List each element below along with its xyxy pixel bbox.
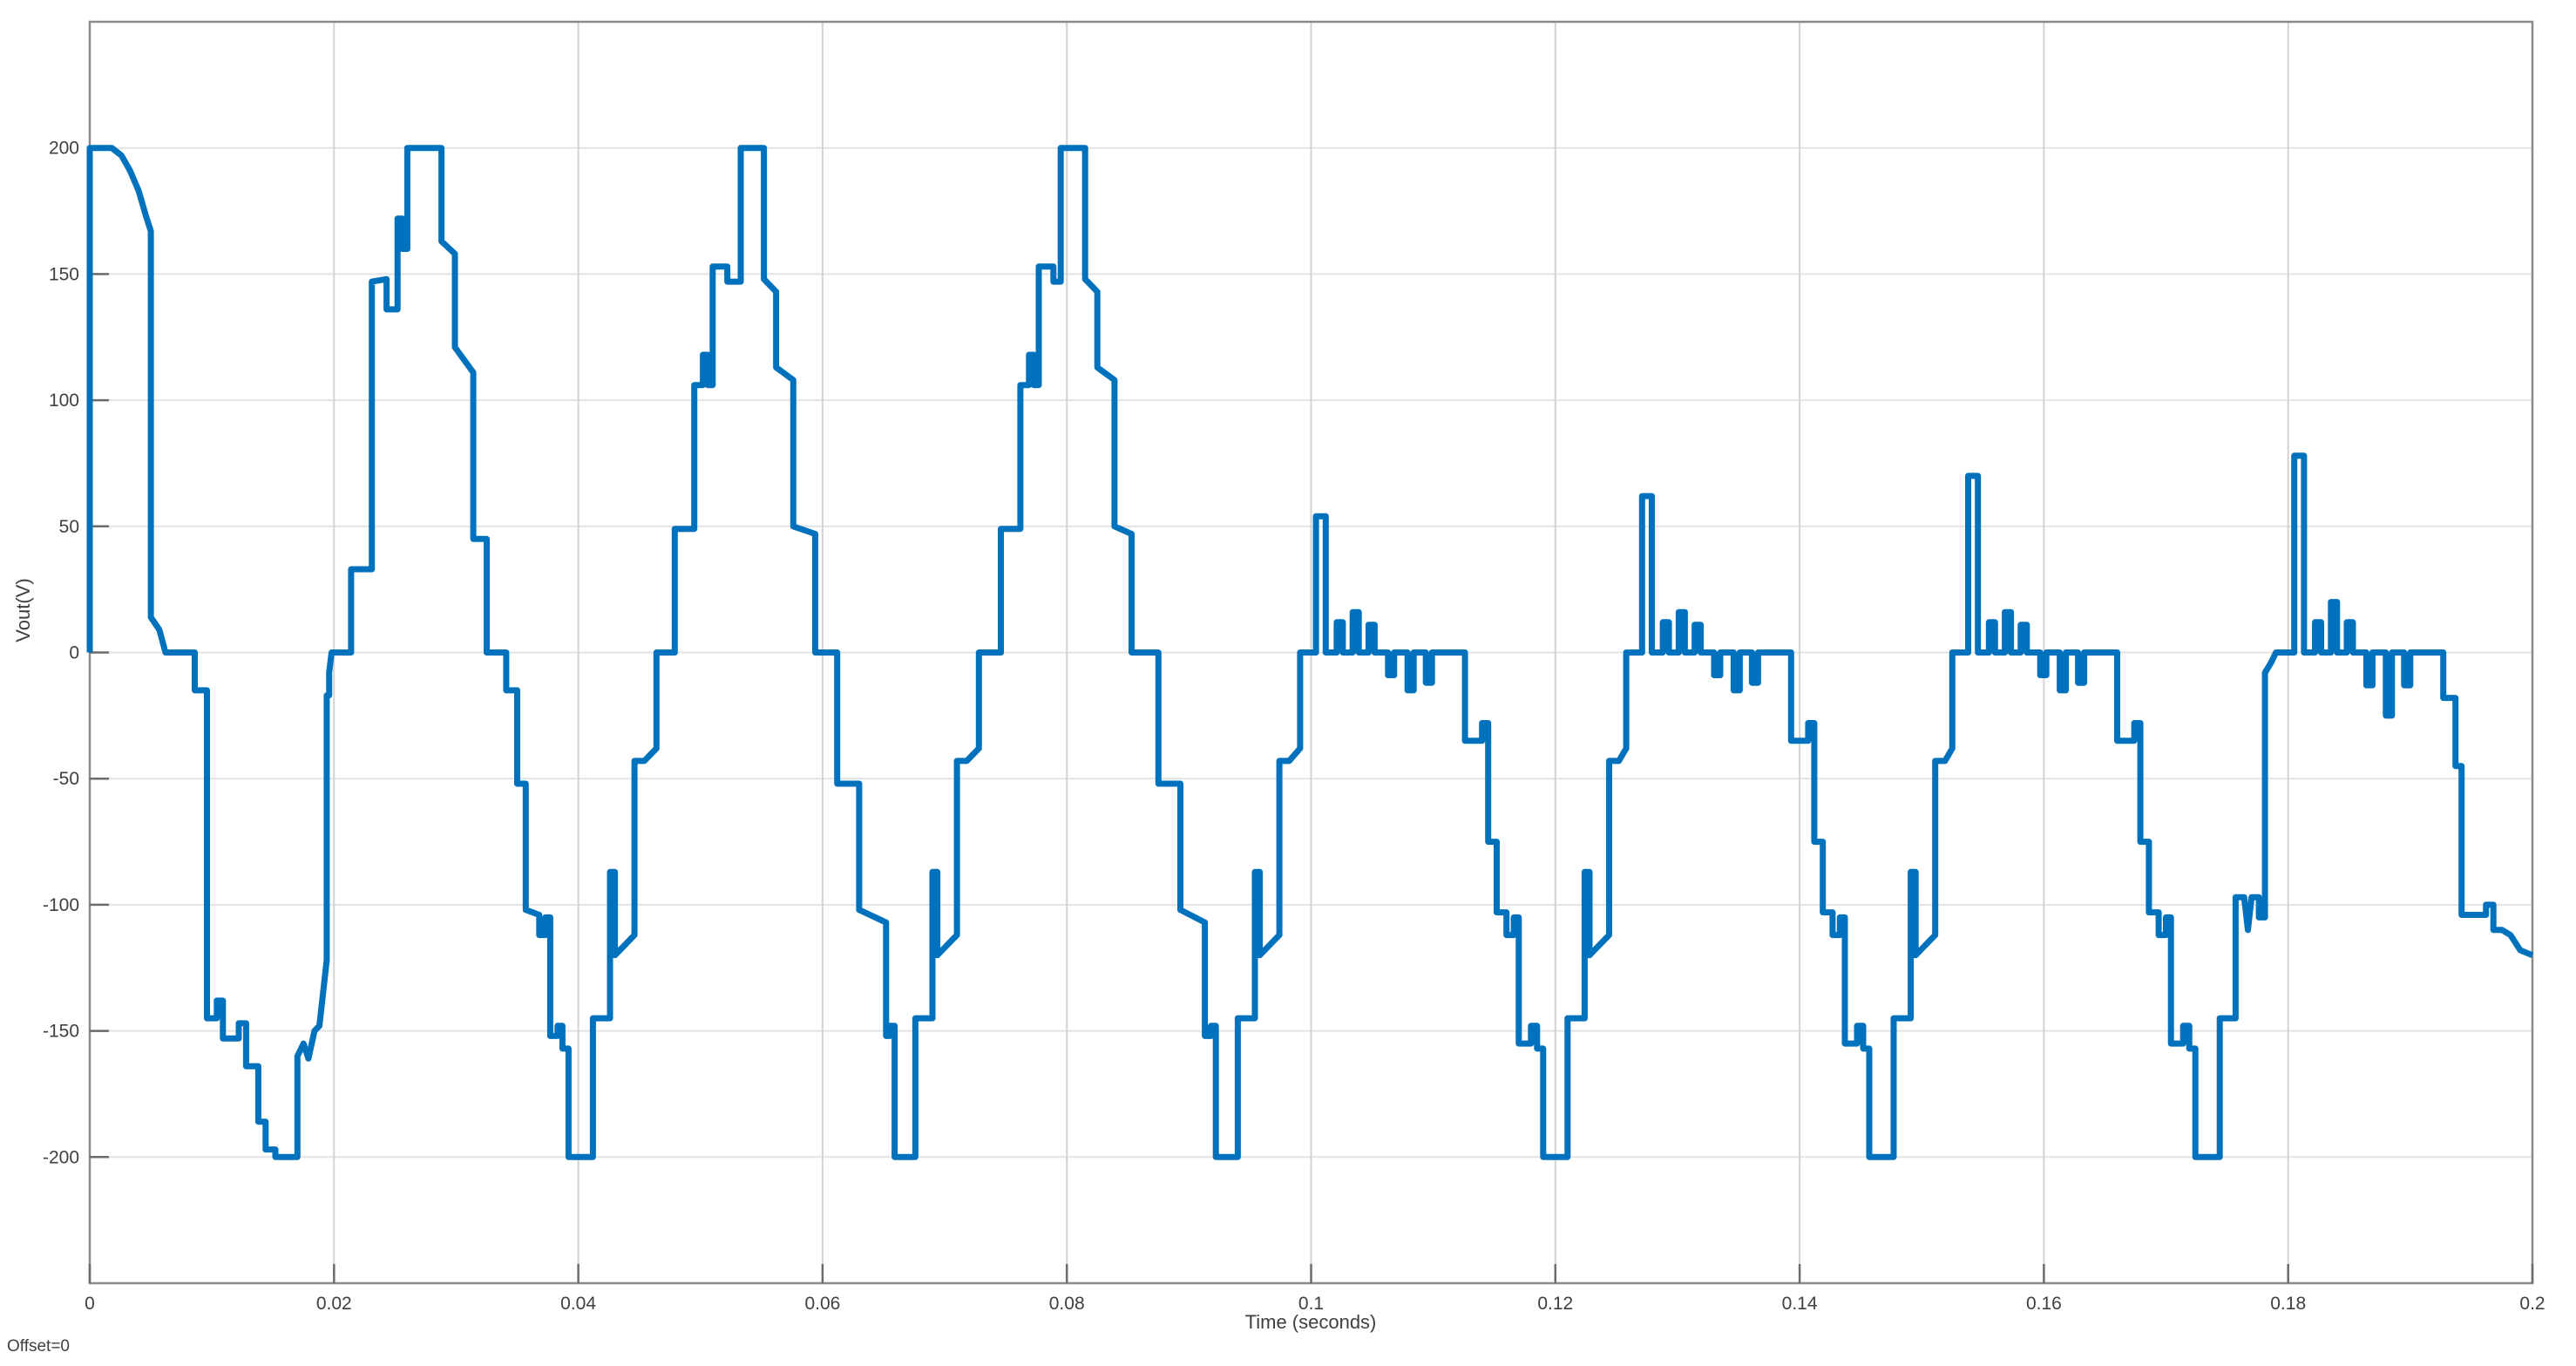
x-tick-label: 0.14 [1782, 1294, 1818, 1314]
x-tick-label: 0.12 [1537, 1294, 1573, 1314]
x-tick-label: 0.1 [1298, 1294, 1324, 1314]
y-tick-label: -100 [43, 895, 79, 915]
y-tick-label: -50 [53, 769, 79, 789]
x-tick-label: 0.08 [1049, 1294, 1085, 1314]
y-tick-label: 200 [49, 139, 79, 159]
waveform-trace-vout [86, 145, 2534, 1160]
x-tick-label: 0.16 [2026, 1294, 2062, 1314]
x-tick-label: 0.02 [316, 1294, 352, 1314]
y-tick-label: 100 [49, 391, 79, 411]
offset-readout: Offset=0 [7, 1337, 70, 1356]
x-tick-label: 0.18 [2270, 1294, 2306, 1314]
y-tick-label: -150 [43, 1022, 79, 1042]
x-axis-title: Time (seconds) [1245, 1311, 1377, 1333]
y-tick-label: 150 [49, 264, 79, 284]
x-tick-label: 0.06 [804, 1294, 840, 1314]
tick-label-layer: 0 0.02 0.04 0.06 0.08 0.1 0.12 0.14 0.16 0.18 0.2 2… [43, 139, 2545, 1314]
x-tick-label: 0 [85, 1294, 95, 1314]
y-axis-title: Vout(V) [12, 578, 34, 642]
y-tick-label: 0 [69, 643, 79, 663]
y-tick-label: 50 [59, 517, 79, 537]
y-tick-label: -200 [43, 1147, 79, 1167]
x-tick-label: 0.04 [560, 1294, 596, 1314]
waveform-layer [86, 145, 2534, 1160]
x-tick-label: 0.2 [2519, 1294, 2545, 1314]
